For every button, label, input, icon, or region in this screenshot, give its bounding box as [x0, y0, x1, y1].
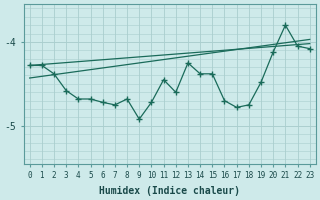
- X-axis label: Humidex (Indice chaleur): Humidex (Indice chaleur): [99, 186, 240, 196]
